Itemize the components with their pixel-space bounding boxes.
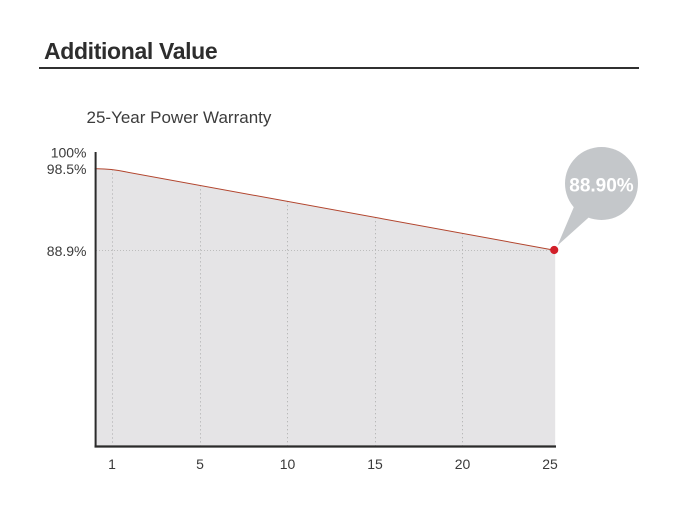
svg-text:88.9%: 88.9%: [47, 243, 87, 259]
svg-text:15: 15: [367, 456, 383, 472]
svg-text:20: 20: [455, 456, 471, 472]
svg-text:5: 5: [196, 456, 204, 472]
svg-text:25-Year Power Warranty: 25-Year Power Warranty: [87, 108, 272, 127]
svg-text:25: 25: [542, 456, 558, 472]
svg-text:98.5%: 98.5%: [47, 161, 87, 177]
svg-text:88.90%: 88.90%: [569, 176, 634, 197]
svg-text:100%: 100%: [51, 144, 87, 160]
svg-text:1: 1: [108, 456, 116, 472]
svg-text:10: 10: [280, 456, 296, 472]
svg-text:Additional Value: Additional Value: [44, 38, 217, 64]
